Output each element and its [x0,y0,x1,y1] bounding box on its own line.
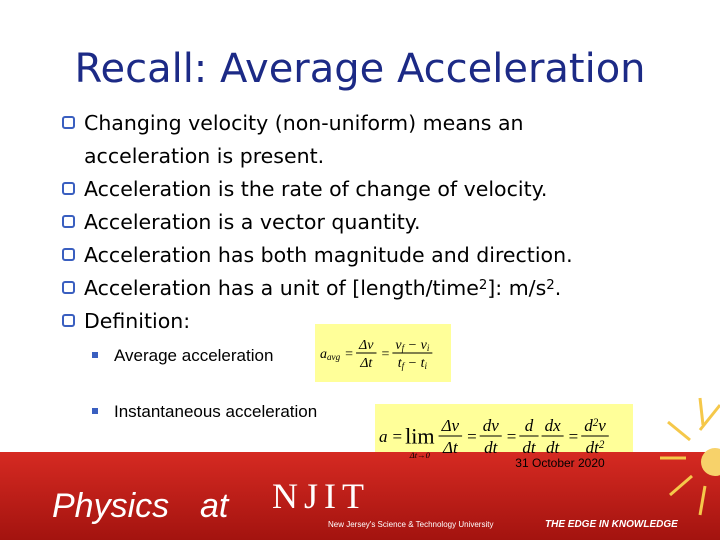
superscript: 2 [599,439,605,451]
text-run: dt [522,438,537,457]
text-run: Changing velocity (non-uniform) means an [84,111,524,135]
text-run: ]: m/s [487,276,546,300]
text-run: a [320,347,327,362]
bullet-text: Changing velocity (non-uniform) means an [84,111,524,135]
text-run: d [584,416,593,435]
subscript: i [424,361,427,371]
bullet-icon [62,314,75,327]
bullet-text: Acceleration has a unit of [length/time2… [84,276,561,300]
sun-graphic [660,397,720,516]
text-run: . [555,276,562,300]
denominator: Δt [359,356,373,371]
bullet-text: Acceleration has both magnitude and dire… [84,243,573,267]
text-run: Δv [358,338,374,353]
numerator: dv [483,416,500,435]
text-run: Δt [442,438,459,457]
operator: = [507,427,517,446]
sub-bullet-text: Average acceleration [114,346,273,365]
subscript: f [402,343,406,353]
bullet-text: Acceleration is a vector quantity. [84,210,420,234]
brand-physics: Physics [52,487,169,525]
footer-band [0,452,720,540]
denominator: dt [484,438,499,457]
denominator: tf − ti [398,356,428,371]
text-run: dt [484,438,499,457]
text-run: Acceleration is a vector quantity. [84,210,420,234]
text-run: dt [546,438,561,457]
sub-bullet-text: Instantaneous acceleration [114,402,317,421]
denominator: dt [522,438,537,457]
denominator: dt2 [586,438,605,457]
operator: = [393,427,403,446]
sub-bullet-icon [92,408,98,414]
variable: a [379,427,388,446]
numerator: dx [545,416,562,435]
operator: = [381,347,389,362]
text-run: Δv [441,416,460,435]
text-run: dx [545,416,562,435]
bullet-text: Definition: [84,309,190,333]
superscript: 2 [479,278,487,293]
sub-bullet-icon [92,352,98,358]
text-run: Acceleration has both magnitude and dire… [84,243,573,267]
denominator: Δt [442,438,459,457]
denominator: dt [546,438,561,457]
text-run: Definition: [84,309,190,333]
bullet-icon [62,116,75,129]
text-run: v [598,416,606,435]
superscript: 2 [593,417,599,429]
bullet-icon [62,182,75,195]
text-run: d [525,416,534,435]
text-run: Acceleration is the rate of change of ve… [84,177,547,201]
numerator: d2v [584,416,606,435]
text-run: v [395,338,402,353]
bullet-icon [62,215,75,228]
bullet-text: Acceleration is the rate of change of ve… [84,177,547,201]
text-run: Δt [359,356,373,371]
subscript: i [427,343,430,353]
numerator: Δv [358,338,374,353]
text-run: t [398,356,403,371]
brand-njit: NJIT [272,476,370,516]
bullet-icon [62,248,75,261]
text-run: acceleration is present. [84,144,324,168]
numerator: vf − vi [395,338,429,353]
footer-date: 31 October 2020 [515,456,605,470]
text-run: Acceleration has a unit of [length/time [84,276,479,300]
brand-at: at [200,487,230,525]
limit-under: Δt→0 [409,450,431,460]
slide-title: Recall: Average Acceleration [74,46,645,92]
text-run: dt [586,438,601,457]
operator: = [345,347,353,362]
operator: = [467,427,477,446]
text-run: − t [404,356,425,371]
bullet-text: acceleration is present. [84,144,324,168]
text-run: a [379,427,388,446]
university-name: New Jersey's Science & Technology Univer… [328,520,493,529]
superscript: 2 [546,278,554,293]
operator: = [569,427,579,446]
text-run: dv [483,416,500,435]
subscript: avg [327,352,341,362]
variable: aavg [320,347,341,362]
bullet-icon [62,281,75,294]
numerator: d [525,416,534,435]
text-run: − v [404,338,427,353]
subscript: f [402,361,406,371]
numerator: Δv [441,416,460,435]
limit: lim [405,424,434,449]
tagline: THE EDGE IN KNOWLEDGE [545,519,678,530]
